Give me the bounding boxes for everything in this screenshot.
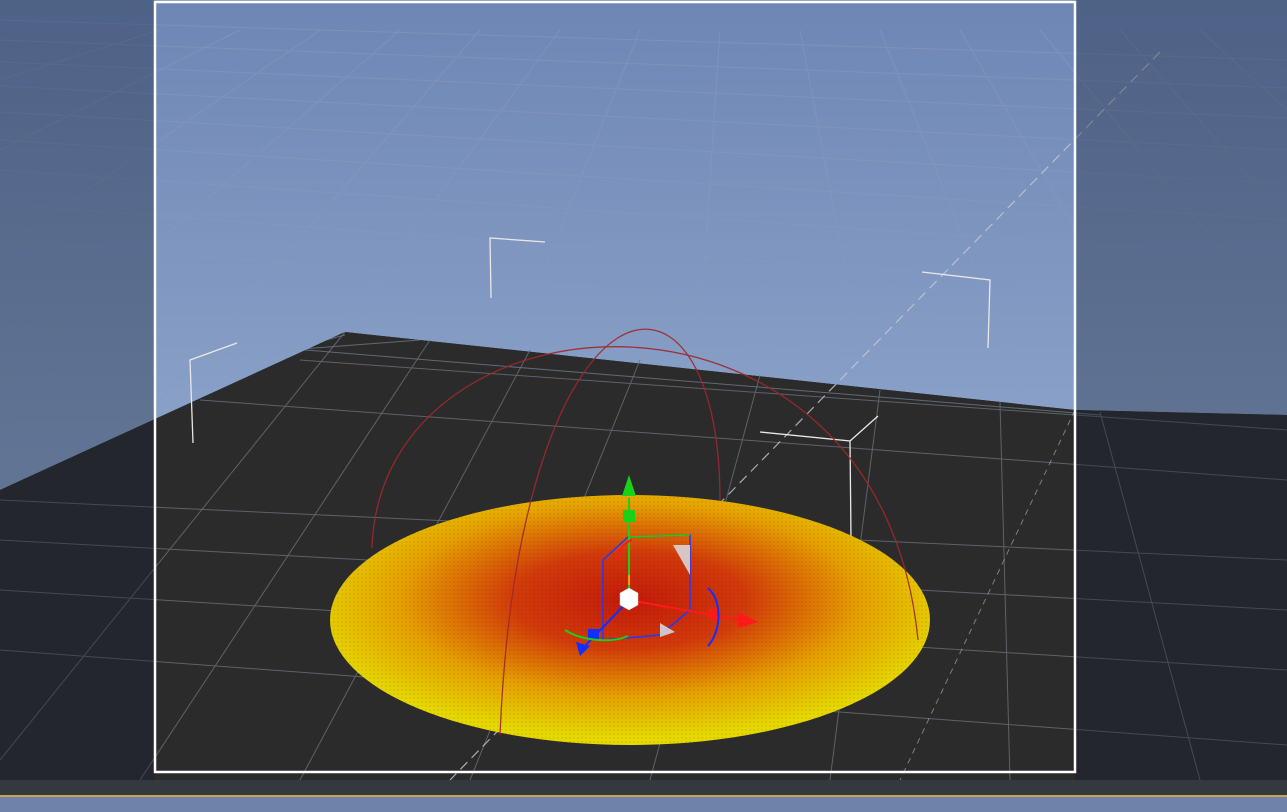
- axis-x-arrow[interactable]: [738, 612, 758, 628]
- transform-gizmo[interactable]: [564, 475, 758, 656]
- camera-frame-border: [153, 0, 1077, 774]
- floor-axis-line-2: [899, 409, 1076, 780]
- rotation-ring-icon[interactable]: [564, 629, 629, 642]
- rotation-ring-icon[interactable]: [616, 539, 633, 561]
- 3d-viewport[interactable]: [0, 0, 1287, 780]
- timeline-strip[interactable]: [0, 797, 1287, 812]
- scene-canvas[interactable]: [0, 0, 1287, 780]
- cube-handle-icon[interactable]: [619, 587, 639, 611]
- axis-y-scale-handle[interactable]: [623, 510, 635, 522]
- timeline-bar[interactable]: [0, 780, 1287, 812]
- frame-mask-right: [1075, 0, 1287, 780]
- axis-y-arrow[interactable]: [622, 475, 636, 496]
- frame-mask-left: [0, 0, 155, 780]
- corner-bracket-icon: [189, 237, 991, 539]
- axis-z-arrow[interactable]: [576, 642, 590, 656]
- axis-z-scale-handle[interactable]: [588, 629, 599, 640]
- light-range-arc: [371, 328, 919, 736]
- wall-grid: [0, 19, 1287, 426]
- axis-x-scale-handle[interactable]: [709, 609, 720, 620]
- sky-backdrop: [0, 0, 1287, 490]
- spotlight-cone-texture: [330, 495, 930, 745]
- floor-axis-line: [449, 51, 1161, 780]
- axis-x-handle[interactable]: [628, 599, 741, 621]
- timeline-accent-line: [0, 795, 1287, 797]
- rotation-ring-icon[interactable]: [707, 587, 720, 647]
